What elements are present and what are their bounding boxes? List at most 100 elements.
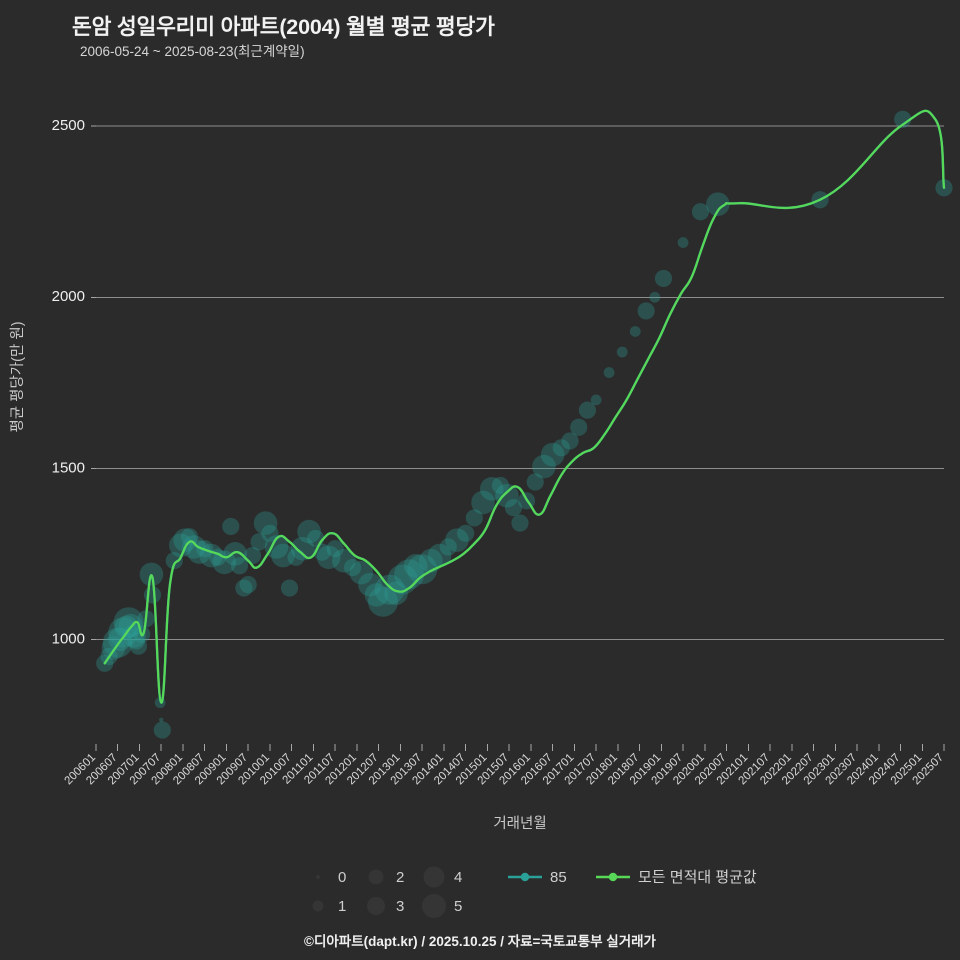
data-bubble [235, 579, 253, 597]
y-tick-label: 2000 [52, 288, 85, 305]
data-bubble [407, 554, 438, 585]
data-bubble [290, 536, 315, 561]
price-trend-chart: 1000 1500 2000 2500 20060120060720070120070… [9, 109, 953, 919]
data-bubble [526, 473, 544, 491]
x-axis-ticks: 2006012006072007012007072008012008072009… [63, 744, 946, 787]
legend-size-bubble [423, 866, 445, 888]
data-bubble [504, 499, 523, 517]
data-bubble [457, 524, 475, 542]
y-axis-title: 평균 평당가(만 원) [9, 321, 26, 432]
legend-series-label[interactable]: 모든 면적대 평균값 [638, 869, 757, 886]
legend-size-label: 2 [396, 869, 404, 886]
data-bubble [495, 483, 519, 508]
data-bubble [129, 637, 147, 655]
data-bubble [343, 558, 362, 577]
data-bubble [108, 617, 139, 648]
data-bubble [271, 543, 295, 568]
legend-size-label: 0 [338, 869, 346, 886]
data-bubble [439, 538, 457, 556]
data-bubble [465, 509, 483, 527]
data-bubble [603, 367, 615, 378]
legend-size-label: 5 [454, 898, 462, 915]
data-bubble [552, 439, 570, 457]
legend-size-label: 3 [396, 898, 404, 915]
data-bubble [280, 579, 299, 597]
data-bubble [253, 511, 278, 535]
data-bubble [511, 514, 529, 532]
data-bubble [326, 540, 344, 558]
data-bubble [629, 326, 641, 337]
legend-series-marker[interactable] [520, 872, 530, 882]
legend-size-label: 1 [338, 898, 346, 915]
data-bubble [649, 291, 661, 303]
data-bubble [358, 572, 382, 597]
bubbles-group [96, 110, 953, 739]
gridlines-group [96, 125, 944, 640]
y-tick-label: 1500 [52, 459, 85, 476]
data-bubble [677, 237, 689, 248]
data-bubble [239, 576, 257, 594]
data-bubble [491, 476, 510, 495]
data-bubble [368, 586, 399, 617]
data-bubble [159, 717, 164, 722]
data-bubble [706, 192, 730, 217]
data-bubble [374, 574, 405, 605]
y-tick-label: 1000 [52, 630, 85, 647]
legend-size-bubble [367, 897, 385, 915]
data-bubble [654, 269, 673, 288]
data-bubble [153, 721, 171, 739]
data-bubble [187, 540, 212, 564]
legend-series-label[interactable]: 85 [550, 869, 567, 886]
legend-size-bubble [422, 894, 446, 918]
data-bubble [590, 394, 602, 406]
data-bubble [222, 517, 240, 536]
data-bubble [427, 543, 452, 568]
legend-series-marker[interactable] [608, 872, 618, 882]
data-bubble [113, 607, 144, 638]
data-bubble [637, 302, 655, 320]
y-tick-label: 2500 [52, 117, 85, 134]
data-bubble [165, 552, 183, 570]
data-bubble [532, 454, 556, 479]
data-bubble [691, 203, 710, 221]
data-bubble [173, 528, 197, 552]
data-bubble [570, 418, 588, 436]
page-subtitle: 2006-05-24 ~ 2025-08-23(최근계약일) [80, 44, 305, 59]
data-bubble [540, 442, 565, 467]
data-bubble [419, 548, 443, 573]
chart-legend[interactable]: 0 1 2 3 4 5 85 모든 면적대 평균값 [312, 866, 757, 919]
data-bubble [264, 535, 289, 559]
data-bubble [230, 557, 249, 575]
data-bubble [261, 524, 279, 542]
data-bubble [578, 401, 597, 419]
data-bubble [403, 554, 428, 578]
data-bubble [316, 545, 341, 570]
legend-size-bubble [312, 900, 324, 912]
series-line-average [103, 109, 946, 704]
axis-titles: 거래년월 평균 평당가(만 원) [9, 321, 547, 832]
data-bubble [471, 490, 495, 515]
data-bubble [297, 519, 321, 544]
data-bubble [332, 548, 356, 573]
data-bubble [169, 533, 193, 558]
legend-size-label: 4 [454, 869, 462, 886]
series-lines-group [103, 109, 946, 704]
data-bubble [364, 583, 389, 607]
page-title: 돈암 성일우리미 아파트(2004) 월별 평균 평당가 [72, 15, 495, 39]
data-bubble [180, 528, 199, 546]
data-bubble [616, 346, 628, 358]
data-bubble [127, 632, 145, 650]
data-bubble [479, 477, 504, 501]
y-axis-ticks: 1000 1500 2000 2500 [52, 117, 96, 647]
data-bubble [182, 535, 206, 559]
legend-size-bubble [316, 875, 320, 879]
data-bubble [894, 110, 912, 128]
x-axis-title: 거래년월 [493, 815, 546, 832]
footer-credit: ©디아파트(dapt.kr) / 2025.10.25 / 자료=국토교통부 실… [304, 934, 656, 949]
data-bubble [114, 615, 139, 640]
data-bubble [223, 542, 247, 566]
legend-size-bubble [368, 869, 384, 885]
data-bubble [445, 528, 469, 552]
